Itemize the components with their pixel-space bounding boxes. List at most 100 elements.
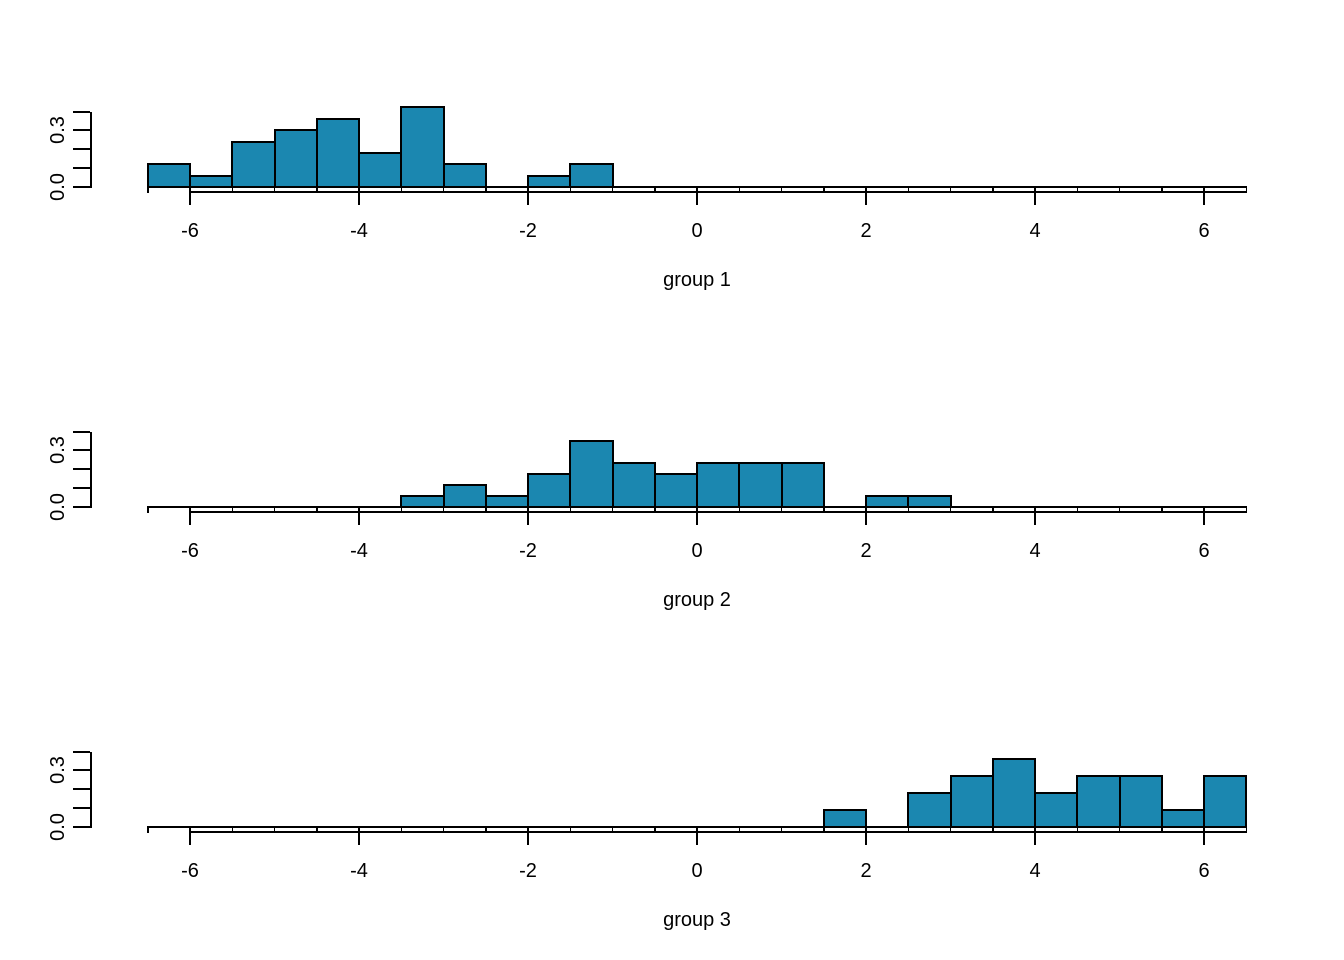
x-tick-label: 4 [1029, 860, 1041, 882]
y-tick [73, 505, 90, 508]
bin-edge-tick [865, 186, 867, 193]
bin-edge-tick [823, 826, 825, 833]
x-tick [189, 511, 191, 525]
bin-edge-tick [527, 186, 529, 193]
bin-edge-tick [611, 506, 614, 513]
x-tick-label: 4 [1029, 540, 1041, 562]
x-tick-label: 2 [860, 540, 872, 562]
bin-edge-tick [1203, 826, 1205, 833]
histogram-bar [527, 174, 572, 188]
histogram-bar [1160, 808, 1205, 828]
bin-edge-tick [696, 826, 698, 833]
bin-edge-tick [780, 506, 783, 513]
y-tick-label: 0.0 [47, 812, 69, 841]
histogram-bar [484, 494, 529, 508]
panel-group-1: 0.0 0.3 -6 -4 -2 0 2 4 6 group 1 [0, 0, 1344, 320]
bin-edge-tick [780, 186, 783, 193]
x-axis-line [190, 191, 1248, 193]
bin-edge-tick [189, 826, 191, 833]
x-axis-line [190, 831, 1248, 833]
histogram-bar [611, 461, 656, 508]
bin-edge-tick [907, 186, 909, 193]
bin-edge-tick [358, 186, 360, 193]
y-tick-label: 0.3 [47, 756, 69, 785]
panel-group-3: 0.0 0.3 -6 -4 -2 0 2 4 6 group 3 [0, 640, 1344, 960]
x-tick-label: -6 [181, 540, 199, 562]
histogram-bar [949, 774, 994, 828]
x-tick [527, 511, 529, 525]
x-tick [527, 831, 529, 845]
histogram-bar [653, 472, 698, 508]
x-tick-label: -6 [181, 220, 199, 242]
x-tick-label: 0 [691, 540, 703, 562]
x-tick-label: 6 [1198, 860, 1210, 882]
bin-edge-tick [569, 186, 571, 193]
bin-edge-tick [358, 506, 360, 513]
bin-edge-tick [1034, 186, 1036, 193]
bin-edge-tick [189, 506, 191, 513]
x-tick-label: -4 [350, 860, 368, 882]
y-tick [73, 769, 90, 772]
bin-edge-tick [189, 186, 191, 193]
bin-edge-tick [907, 506, 909, 513]
histogram-bar [780, 461, 825, 508]
bin-edge-tick [992, 186, 994, 193]
histogram-bar [231, 140, 276, 188]
bin-edge-tick [569, 506, 571, 513]
x-tick-label: 0 [691, 860, 703, 882]
bin-edge-tick [1161, 506, 1163, 513]
bin-edge-tick [358, 826, 360, 833]
bin-edge-tick [1245, 506, 1247, 513]
bin-edge-tick [823, 506, 825, 513]
x-tick [189, 831, 191, 845]
x-tick [1034, 831, 1036, 845]
y-tick [73, 806, 90, 809]
x-tick-label: -2 [519, 540, 537, 562]
x-axis-title: group 1 [663, 269, 731, 291]
y-tick [73, 129, 90, 132]
y-tick [73, 468, 90, 470]
bin-edge-tick [1076, 826, 1078, 833]
bin-edge-tick [147, 186, 149, 193]
x-tick [1034, 191, 1036, 205]
x-tick-label: -6 [181, 860, 199, 882]
bin-edge-tick [1203, 186, 1205, 193]
bin-edge-tick [442, 826, 445, 833]
bin-edge-tick [1161, 186, 1163, 193]
histogram-bar [358, 151, 403, 188]
x-tick [358, 191, 360, 205]
histogram-bar [400, 106, 445, 188]
bin-edge-tick [147, 506, 149, 513]
x-tick [865, 511, 867, 525]
bin-edge-tick [147, 826, 149, 833]
bin-edge-tick [569, 826, 571, 833]
histogram-bar [400, 494, 445, 508]
x-tick-label: -4 [350, 220, 368, 242]
bin-edge-tick [400, 186, 402, 193]
x-tick [527, 191, 529, 205]
bin-edge-tick [485, 826, 487, 833]
y-tick [73, 788, 90, 790]
bin-edge-tick [949, 186, 952, 193]
x-tick-label: -4 [350, 540, 368, 562]
histogram-bar [1118, 774, 1163, 828]
bin-edge-tick [654, 826, 656, 833]
bin-edge-tick [738, 186, 740, 193]
histogram-bar [822, 808, 867, 828]
bin-edge-tick [442, 186, 445, 193]
histogram-bar [907, 494, 952, 508]
histogram-bar [696, 461, 741, 508]
histogram-bar [189, 174, 234, 188]
bin-edge-tick [273, 186, 276, 193]
bin-edge-tick [1203, 506, 1205, 513]
y-axis-line [90, 751, 92, 828]
histogram-bar [442, 163, 487, 188]
histogram-bar [273, 129, 318, 188]
y-tick-label: 0.0 [47, 172, 69, 201]
x-tick-label: 4 [1029, 220, 1041, 242]
bin-edge-tick [696, 506, 698, 513]
x-tick [865, 191, 867, 205]
x-tick-label: 0 [691, 220, 703, 242]
y-tick [73, 430, 90, 433]
